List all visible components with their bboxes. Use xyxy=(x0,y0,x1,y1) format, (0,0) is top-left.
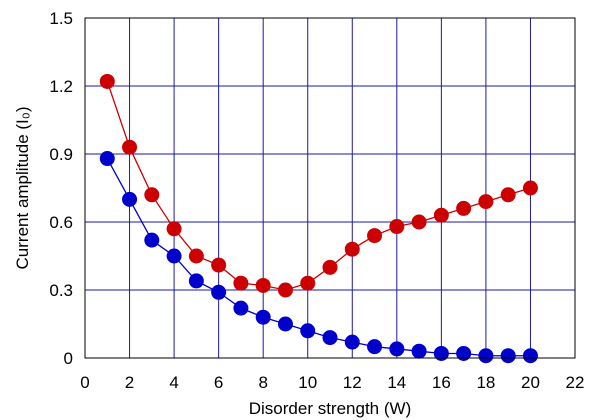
x-tick-label: 10 xyxy=(298,373,317,392)
data-point xyxy=(389,219,405,235)
x-tick-label: 12 xyxy=(343,373,362,392)
data-point xyxy=(433,345,449,361)
data-point xyxy=(478,194,494,210)
data-point xyxy=(322,330,338,346)
data-point xyxy=(233,300,249,316)
data-point xyxy=(411,214,427,230)
data-point xyxy=(300,323,316,339)
y-tick-label: 0.9 xyxy=(49,145,73,164)
series-1 xyxy=(99,73,538,298)
y-tick-label: 0.3 xyxy=(49,281,73,300)
y-axis-title: Current amplitude (I₀) xyxy=(13,107,32,270)
x-axis-title: Disorder strength (W) xyxy=(249,399,411,418)
series-2 xyxy=(99,151,538,364)
data-point xyxy=(522,180,538,196)
x-tick-label: 4 xyxy=(169,373,178,392)
x-tick-label: 16 xyxy=(432,373,451,392)
data-point xyxy=(456,345,472,361)
data-point xyxy=(211,257,227,273)
data-point xyxy=(188,248,204,264)
data-point xyxy=(188,273,204,289)
data-point xyxy=(300,275,316,291)
data-point xyxy=(211,284,227,300)
data-point xyxy=(277,316,293,332)
x-tick-label: 14 xyxy=(387,373,406,392)
data-point xyxy=(166,221,182,237)
data-point xyxy=(478,348,494,364)
data-point xyxy=(456,200,472,216)
y-axis-tick-labels: 0 0.3 0.6 0.9 1.2 1.5 xyxy=(49,9,73,368)
data-point xyxy=(367,228,383,244)
data-point xyxy=(144,187,160,203)
data-point xyxy=(144,232,160,248)
data-point xyxy=(255,277,271,293)
series-layer xyxy=(99,73,538,364)
x-tick-label: 2 xyxy=(125,373,134,392)
x-tick-label: 20 xyxy=(521,373,540,392)
data-point xyxy=(433,207,449,223)
x-tick-label: 8 xyxy=(258,373,267,392)
data-point xyxy=(99,73,115,89)
data-point xyxy=(389,341,405,357)
data-point xyxy=(233,275,249,291)
x-tick-label: 0 xyxy=(80,373,89,392)
data-point xyxy=(411,343,427,359)
plot-area-frame xyxy=(84,17,576,359)
data-point xyxy=(99,151,115,167)
data-point xyxy=(166,248,182,264)
data-point xyxy=(122,191,138,207)
data-point xyxy=(322,259,338,275)
x-axis-tick-labels: 0 2 4 6 8 10 12 14 16 18 20 22 xyxy=(80,373,584,392)
y-tick-label: 0.6 xyxy=(49,213,73,232)
y-tick-label: 1.2 xyxy=(49,77,73,96)
y-tick-label: 1.5 xyxy=(49,9,73,28)
x-tick-label: 6 xyxy=(214,373,223,392)
data-point xyxy=(500,348,516,364)
grid xyxy=(85,18,575,358)
data-point xyxy=(344,334,360,350)
y-tick-label: 0 xyxy=(64,349,73,368)
data-point xyxy=(255,309,271,325)
x-tick-label: 18 xyxy=(476,373,495,392)
data-point xyxy=(344,241,360,257)
data-point xyxy=(277,282,293,298)
data-point xyxy=(122,139,138,155)
data-point xyxy=(522,348,538,364)
data-point xyxy=(500,187,516,203)
x-tick-label: 22 xyxy=(566,373,585,392)
data-point xyxy=(367,339,383,355)
